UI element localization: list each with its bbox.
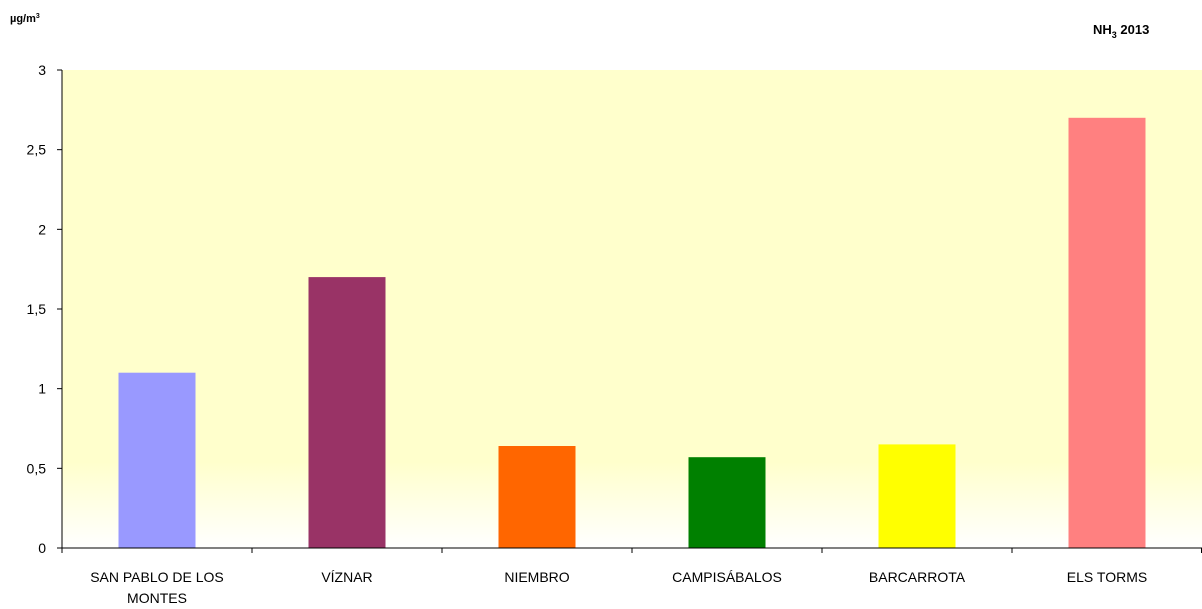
x-tick-label: CAMPISÁBALOS [672, 569, 782, 585]
y-tick-label: 1 [38, 381, 46, 397]
y-tick-label: 2,5 [27, 142, 47, 158]
y-axis-unit-label: µg/m3 [10, 13, 40, 25]
x-tick-label: ELS TORMS [1067, 569, 1147, 585]
plot-area [62, 70, 1202, 548]
bar-4 [878, 444, 956, 548]
x-tick-label: NIEMBRO [504, 569, 569, 585]
bar-1 [308, 277, 386, 548]
y-tick-label: 0 [38, 540, 46, 556]
x-tick-label: BARCARROTA [869, 569, 966, 585]
y-ticks-group: 0 0,5 1 1,5 2 2,5 3 [27, 62, 62, 556]
chart-title: NH3 2013 [1093, 22, 1149, 40]
y-tick-label: 3 [38, 62, 46, 78]
bar-0 [118, 372, 196, 548]
y-tick-label: 1,5 [27, 301, 47, 317]
bars-group [118, 117, 1146, 549]
x-tick-label: SAN PABLO DE LOS MONTES [90, 569, 224, 606]
bar-2 [498, 446, 576, 548]
bar-3 [688, 457, 766, 548]
bar-5 [1068, 117, 1146, 549]
y-tick-label: 2 [38, 221, 46, 237]
x-labels-group: SAN PABLO DE LOS MONTES VÍZNAR NIEMBRO CAMPI… [90, 569, 1147, 606]
x-tick-label: VÍZNAR [321, 569, 372, 585]
y-tick-label: 0,5 [27, 460, 47, 476]
